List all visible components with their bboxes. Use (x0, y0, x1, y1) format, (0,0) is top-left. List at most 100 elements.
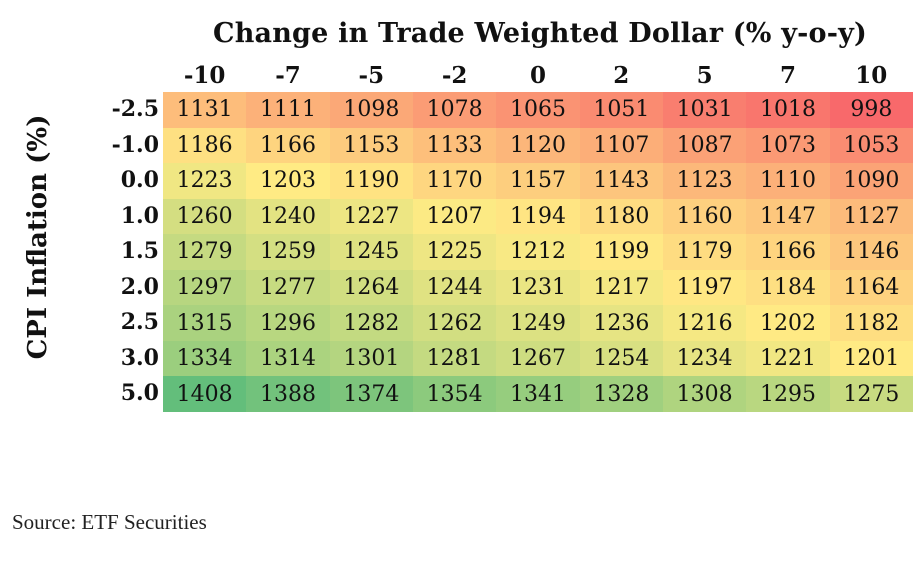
heatmap-cell: 998 (829, 92, 913, 128)
column-header: -2 (441, 62, 468, 89)
heatmap-cell: 1190 (329, 163, 413, 199)
heatmap-cell: 1078 (413, 92, 497, 128)
heatmap-cell: 1160 (663, 198, 747, 235)
column-header: 10 (855, 62, 888, 89)
heatmap-cell: 1244 (413, 269, 497, 306)
heatmap-cell: 1133 (413, 127, 497, 164)
heatmap-cell: 1249 (496, 305, 580, 341)
heatmap-cell: 1223 (163, 163, 247, 199)
heatmap-cell: 1227 (329, 198, 413, 235)
heatmap-cell: 1184 (746, 269, 830, 306)
heatmap-cell: 1212 (496, 234, 580, 270)
heatmap-cell: 1180 (579, 198, 663, 235)
heatmap-cell: 1221 (746, 340, 830, 377)
heatmap-cell: 1328 (579, 376, 663, 412)
column-header: 5 (696, 62, 713, 89)
column-headers: -10 -7 -5 -2 0 2 5 7 10 (163, 60, 913, 92)
heatmap-cell: 1182 (829, 305, 913, 341)
heatmap-cell: 1282 (329, 305, 413, 341)
heatmap-cell: 1186 (163, 127, 247, 164)
heatmap-cell: 1259 (246, 234, 330, 270)
column-header: -10 (183, 62, 226, 89)
heatmap-cell: 1166 (246, 127, 330, 164)
heatmap-cell: 1341 (496, 376, 580, 412)
heatmap-cell: 1107 (579, 127, 663, 164)
column-header: 0 (529, 62, 546, 89)
chart-title: Change in Trade Weighted Dollar (% y-o-y… (213, 18, 867, 49)
heatmap-cell: 1231 (496, 269, 580, 306)
heatmap-cell: 1262 (413, 305, 497, 341)
heatmap-cell: 1296 (246, 305, 330, 341)
heatmap-cell: 1110 (746, 163, 830, 199)
heatmap-cell: 1308 (663, 376, 747, 412)
heatmap-cell: 1207 (413, 198, 497, 235)
heatmap-cell: 1216 (663, 305, 747, 341)
heatmap-cell: 1131 (163, 92, 247, 128)
heatmap-cell: 1354 (413, 376, 497, 412)
heatmap-cell: 1153 (329, 127, 413, 164)
heatmap-cell: 1277 (246, 269, 330, 306)
column-header: 2 (613, 62, 630, 89)
heatmap-cell: 1018 (746, 92, 830, 128)
row-header: 5.0 (120, 380, 159, 407)
heatmap-cell: 1197 (663, 269, 747, 306)
row-header: 1.0 (120, 202, 159, 229)
row-header: 0.0 (120, 167, 159, 194)
heatmap-cell: 1087 (663, 127, 747, 164)
heatmap-cell: 1051 (579, 92, 663, 128)
heatmap-cell: 1388 (246, 376, 330, 412)
row-header: 2.5 (120, 309, 159, 336)
column-header: 7 (779, 62, 796, 89)
heatmap-cell: 1098 (329, 92, 413, 128)
row-header: 3.0 (120, 344, 159, 371)
heatmap-cell: 1279 (163, 234, 247, 270)
heatmap-cell: 1179 (663, 234, 747, 270)
heatmap-cell: 1217 (579, 269, 663, 306)
heatmap-cell: 1090 (829, 163, 913, 199)
heatmap-cell: 1199 (579, 234, 663, 270)
heatmap-cell: 1166 (746, 234, 830, 270)
heatmap-cell: 1065 (496, 92, 580, 128)
column-header: -7 (275, 62, 301, 89)
heatmap-cell: 1314 (246, 340, 330, 377)
heatmap-cell: 1202 (746, 305, 830, 341)
heatmap-grid: 1131 1111 1098 1078 1065 1051 1031 1018 998 1186 1… (163, 92, 913, 412)
heatmap-cell: 1157 (496, 163, 580, 199)
heatmap-cell: 1147 (746, 198, 830, 235)
heatmap-cell: 1260 (163, 198, 247, 235)
heatmap-cell: 1111 (246, 92, 330, 128)
row-header: 2.0 (120, 273, 159, 300)
heatmap-cell: 1127 (829, 198, 913, 235)
row-header: -2.5 (111, 96, 159, 122)
heatmap-cell: 1264 (329, 269, 413, 306)
row-headers: -2.5 -1.0 0.0 1.0 1.5 2.0 2.5 3.0 5.0 (88, 92, 163, 412)
heatmap-cell: 1053 (829, 127, 913, 164)
heatmap-cell: 1143 (579, 163, 663, 199)
y-axis-label: CPI Inflation (%) (23, 114, 53, 360)
heatmap-cell: 1170 (413, 163, 497, 199)
heatmap-cell: 1254 (579, 340, 663, 377)
heatmap-cell: 1315 (163, 305, 247, 341)
heatmap-cell: 1031 (663, 92, 747, 128)
heatmap-cell: 1073 (746, 127, 830, 164)
heatmap-cell: 1297 (163, 269, 247, 306)
heatmap-cell: 1164 (829, 269, 913, 306)
heatmap-cell: 1245 (329, 234, 413, 270)
source-note: Source: ETF Securities (12, 510, 207, 534)
heatmap-cell: 1295 (746, 376, 830, 412)
row-header: -1.0 (111, 131, 159, 158)
heatmap-cell: 1201 (829, 340, 913, 377)
heatmap-cell: 1236 (579, 305, 663, 341)
heatmap-cell: 1275 (829, 376, 913, 412)
heatmap-cell: 1267 (496, 340, 580, 377)
heatmap-cell: 1120 (496, 127, 580, 164)
heatmap-cell: 1123 (663, 163, 747, 199)
row-header: 1.5 (120, 238, 159, 265)
heatmap-cell: 1146 (829, 234, 913, 270)
heatmap-cell: 1203 (246, 163, 330, 199)
heatmap-cell: 1281 (413, 340, 497, 377)
heatmap-cell: 1194 (496, 198, 580, 235)
heatmap-cell: 1234 (663, 340, 747, 377)
heatmap-cell: 1240 (246, 198, 330, 235)
heatmap-cell: 1374 (329, 376, 413, 412)
